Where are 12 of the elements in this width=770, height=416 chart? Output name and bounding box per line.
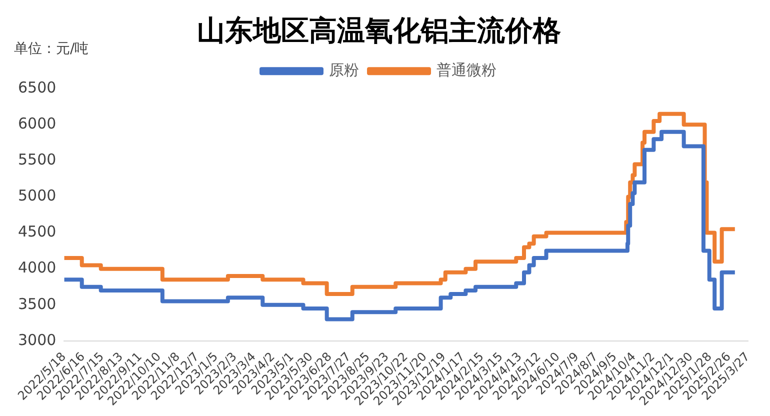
chart-title: 山东地区高温氧化铝主流价格 (197, 14, 561, 48)
y-tick-label: 5000 (18, 186, 56, 205)
y-tick-label: 3500 (18, 294, 56, 313)
y-tick-label: 6000 (18, 114, 56, 133)
y-tick-label: 5500 (18, 150, 56, 169)
legend-label: 普通微粉 (436, 60, 496, 79)
y-tick-label: 4500 (18, 222, 56, 241)
y-tick-label: 3000 (18, 330, 56, 349)
y-axis-title: 单位：元/吨 (14, 40, 89, 58)
legend-label: 原粉 (329, 60, 359, 79)
y-tick-label: 6500 (18, 78, 56, 96)
y-tick-label: 4000 (18, 258, 56, 277)
